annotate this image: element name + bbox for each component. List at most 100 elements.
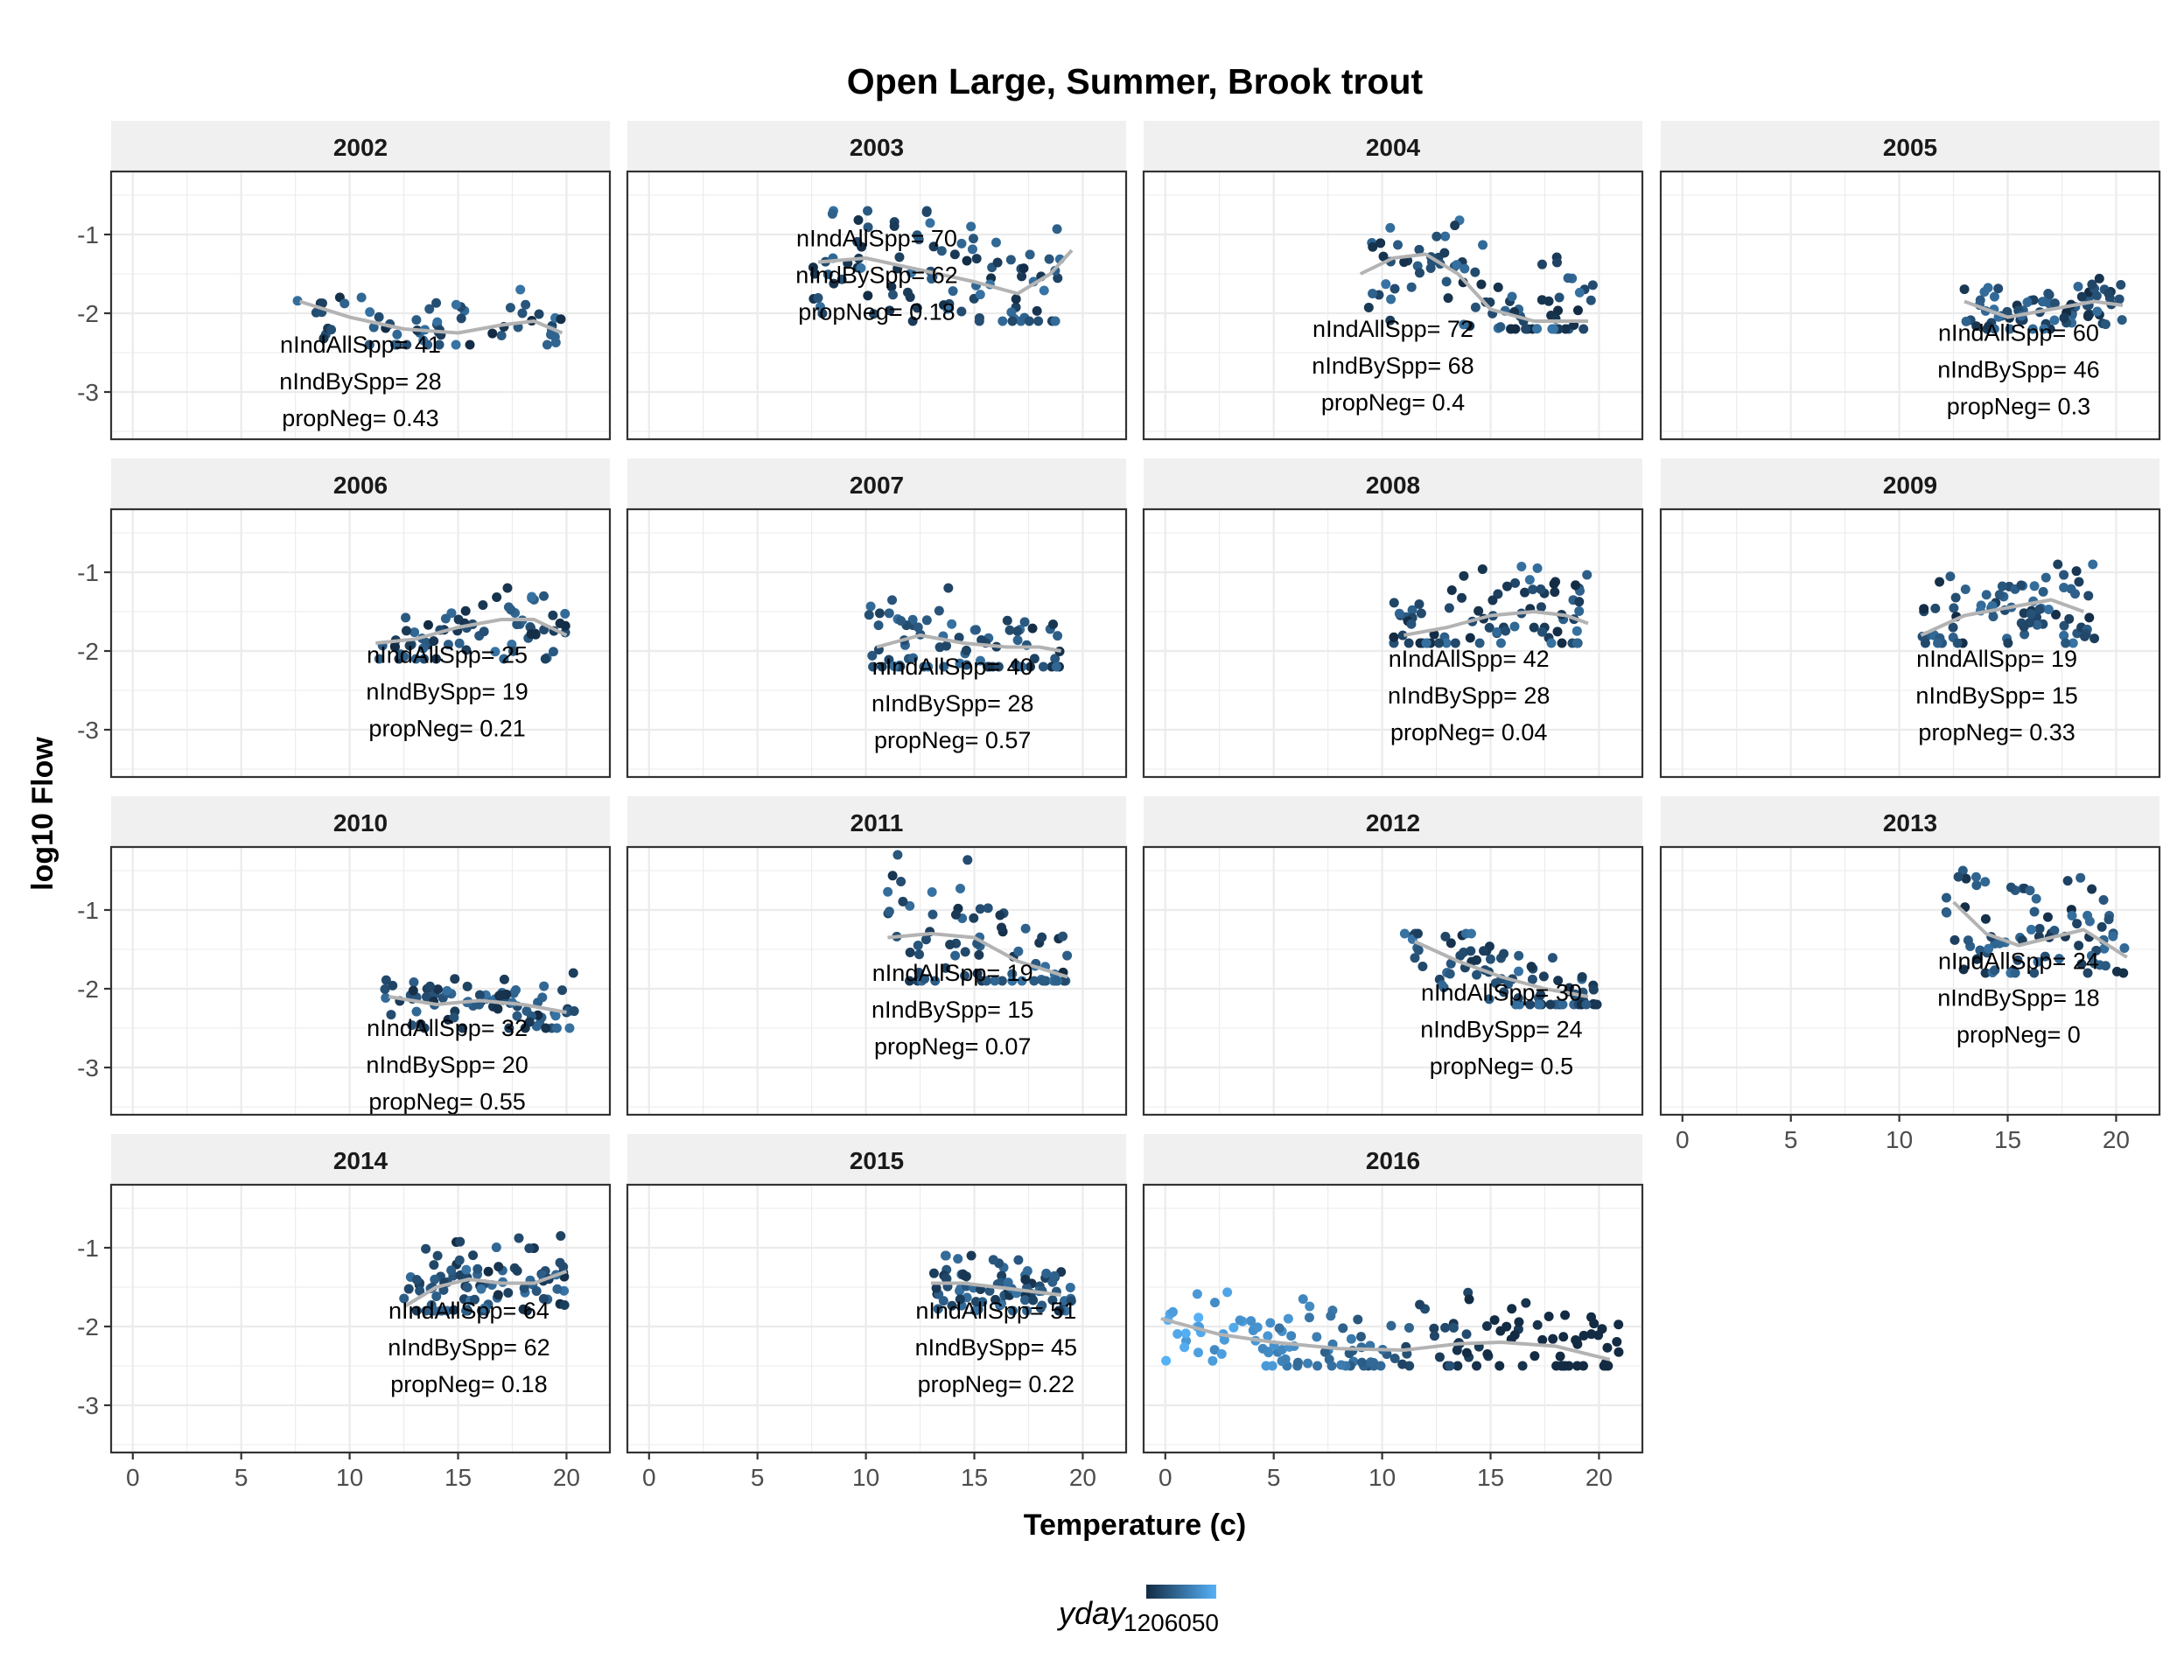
data-point <box>1376 238 1386 248</box>
data-point <box>1482 1348 1493 1359</box>
data-point <box>884 906 894 917</box>
data-point <box>1006 307 1017 318</box>
annotation-nindbyspp: nIndBySpp= 28 <box>872 690 1033 717</box>
data-point <box>392 329 402 340</box>
data-point <box>2038 586 2048 597</box>
panel-grid <box>111 172 610 439</box>
data-point <box>908 653 919 663</box>
x-tick-label: 15 <box>1994 1126 2021 1153</box>
data-point <box>2092 306 2103 317</box>
data-point <box>1389 598 1399 608</box>
data-point <box>960 947 970 957</box>
data-point <box>1574 606 1585 616</box>
data-point <box>1537 1334 1548 1345</box>
data-point <box>1050 654 1060 664</box>
data-point <box>907 316 918 326</box>
legend: yday 1206050 <box>1056 1585 1219 1636</box>
data-point <box>1228 1322 1239 1333</box>
data-point <box>1005 255 1016 265</box>
facet-panel-2003: 2003 nIndAllSpp= 70 nIndBySpp= 62 propNeg= … <box>626 121 1128 441</box>
data-point <box>1432 231 1442 242</box>
data-point <box>1612 1336 1622 1347</box>
data-point <box>491 1242 501 1253</box>
data-point <box>1514 950 1524 961</box>
data-point <box>1397 1359 1408 1369</box>
data-point <box>865 601 876 612</box>
data-point <box>494 1262 504 1272</box>
data-point <box>1452 1345 1462 1355</box>
data-point <box>990 1294 1001 1305</box>
data-point <box>1521 324 1531 334</box>
data-point <box>1536 584 1546 594</box>
data-point <box>526 629 536 640</box>
data-point <box>409 976 419 987</box>
data-point <box>896 615 906 626</box>
data-point <box>458 1023 468 1033</box>
data-point <box>889 220 900 231</box>
data-point <box>1970 872 1981 882</box>
data-point <box>1532 1320 1543 1330</box>
data-point <box>1161 1355 1172 1366</box>
points <box>1959 273 2127 334</box>
data-point <box>1980 914 1991 924</box>
smooth-line <box>817 248 1074 296</box>
data-point <box>454 1255 465 1265</box>
data-point <box>1008 1306 1018 1316</box>
data-point <box>1235 1315 1245 1326</box>
panel-grid <box>111 509 610 777</box>
data-point <box>512 620 522 630</box>
data-point <box>1499 948 1509 959</box>
annotation-nindallspp: nIndAllSpp= 24 <box>1938 948 2099 975</box>
data-point <box>512 1265 522 1276</box>
data-point <box>2019 621 2029 632</box>
data-point <box>2076 872 2086 883</box>
data-point <box>527 592 537 602</box>
panel-background <box>111 509 610 777</box>
data-point <box>974 316 984 326</box>
panel-grid <box>627 1185 1126 1452</box>
data-point <box>1578 324 1589 334</box>
smooth-line <box>402 1270 568 1309</box>
data-point <box>1587 280 1598 290</box>
data-point <box>448 1305 458 1315</box>
data-point <box>884 608 894 619</box>
data-point <box>531 1021 542 1032</box>
smooth-line <box>1413 940 1589 998</box>
data-point <box>912 303 922 313</box>
annotation-nindbyspp: nIndBySpp= 45 <box>915 1334 1077 1361</box>
data-point <box>1025 249 1035 260</box>
data-point <box>514 1233 524 1243</box>
data-point <box>1525 999 1536 1010</box>
data-point <box>502 583 513 593</box>
data-point <box>947 1300 957 1311</box>
data-point <box>1439 248 1450 258</box>
data-point <box>2053 559 2063 570</box>
data-point <box>1024 316 1034 326</box>
data-point <box>541 1023 551 1033</box>
data-point <box>1545 999 1556 1010</box>
data-point <box>552 1284 563 1294</box>
facet-strip-label: 2003 <box>850 134 904 161</box>
data-point <box>1425 262 1436 273</box>
x-tick-label: 15 <box>444 1464 472 1491</box>
data-point <box>868 309 878 319</box>
data-point <box>518 1304 528 1314</box>
data-point <box>1495 322 1506 332</box>
data-point <box>1421 638 1432 648</box>
data-point <box>905 900 915 911</box>
data-point <box>1481 1321 1492 1332</box>
annotation-nindallspp: nIndAllSpp= 32 <box>367 1015 528 1041</box>
data-point <box>564 1023 575 1033</box>
data-point <box>2022 298 2033 308</box>
facet-strip <box>1661 121 2160 172</box>
data-point <box>1551 1361 1562 1371</box>
data-point <box>967 244 977 255</box>
data-point <box>2117 315 2127 326</box>
data-point <box>389 340 400 350</box>
data-point <box>1414 244 1424 255</box>
annotation-nindallspp: nIndAllSpp= 19 <box>872 960 1033 986</box>
data-point <box>1003 1278 1013 1288</box>
data-point <box>496 330 507 340</box>
data-point <box>461 1306 472 1316</box>
x-tick-label: 20 <box>1586 1464 1613 1491</box>
